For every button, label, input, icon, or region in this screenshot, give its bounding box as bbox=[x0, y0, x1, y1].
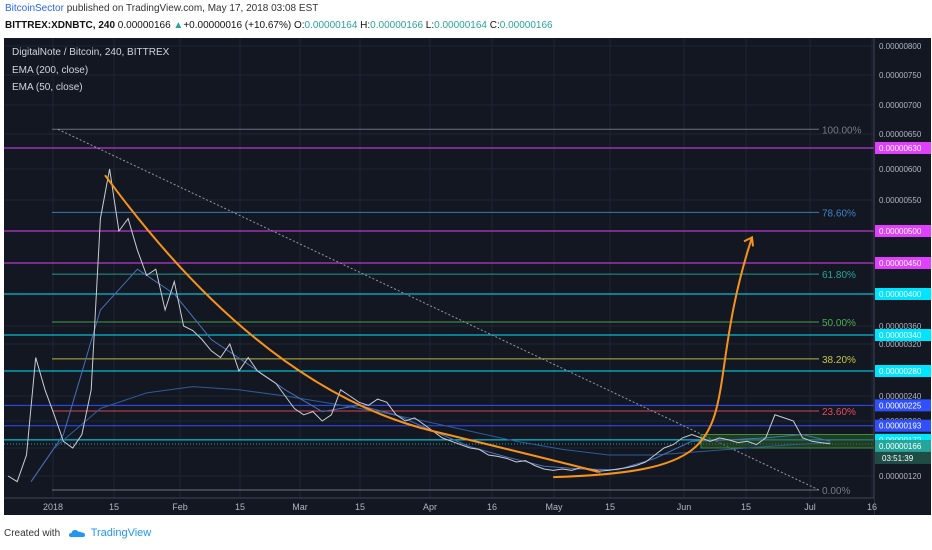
publish-info: BitcoinSector published on TradingView.c… bbox=[5, 3, 318, 14]
x-tick-label: 16 bbox=[487, 502, 497, 512]
level-price-text: 0.00000225 bbox=[879, 401, 922, 410]
y-tick-label: 0.00000800 bbox=[879, 42, 922, 51]
chart-legend: DigitalNote / Bitcoin, 240, BITTREX EMA … bbox=[12, 47, 170, 93]
x-tick-label: Jul bbox=[804, 502, 816, 512]
x-tick-label: Apr bbox=[423, 502, 437, 512]
horizontal-levels[interactable] bbox=[4, 147, 874, 445]
y-tick-label: 0.00000550 bbox=[879, 196, 922, 205]
level-price-tag bbox=[875, 225, 931, 237]
level-price-tag bbox=[875, 419, 931, 432]
level-price-tag bbox=[875, 257, 931, 269]
level-price-text: 0.00000630 bbox=[879, 144, 922, 153]
up-arrow-icon: ▲ bbox=[173, 20, 184, 31]
level-price-text: 0.00000340 bbox=[879, 331, 922, 340]
x-tick-label: 15 bbox=[109, 502, 119, 512]
level-price-tag bbox=[875, 142, 931, 154]
created-with-text: Created with bbox=[4, 528, 61, 539]
y-tick-label: 0.00000750 bbox=[879, 71, 922, 80]
x-tick-label: Mar bbox=[292, 502, 308, 512]
close-label: C: bbox=[489, 20, 500, 31]
level-price-labels: 0.00000630 0.00000500 0.00000450 0.00000400… bbox=[875, 142, 931, 464]
open-value: 0.00000164 bbox=[304, 20, 358, 31]
level-price-text: 0.00000400 bbox=[879, 290, 922, 299]
low-label: L: bbox=[425, 20, 435, 31]
fib-level-label: 50.00% bbox=[822, 318, 856, 329]
chart-area[interactable]: 100.00% 78.60% 61.80% 50.00% 38.20% 23.60% 0.0… bbox=[4, 38, 931, 515]
x-tick-label: May bbox=[545, 502, 563, 512]
y-tick-label: 0.00000700 bbox=[879, 101, 922, 110]
high-label: H: bbox=[360, 20, 371, 31]
price-line bbox=[7, 168, 831, 483]
x-tick-label: Jun bbox=[677, 502, 692, 512]
time-axis[interactable] bbox=[4, 498, 874, 515]
author-link[interactable]: BitcoinSector bbox=[5, 3, 64, 14]
y-tick-label: 0.00000360 bbox=[879, 322, 922, 331]
legend-ema-50[interactable]: EMA (50, close) bbox=[12, 82, 83, 93]
ema-200-line bbox=[30, 386, 831, 482]
projection-arrow-icon bbox=[743, 235, 754, 247]
legend-ema-200[interactable]: EMA (200, close) bbox=[12, 65, 88, 76]
symbol-name: BITTREX:XDNBTC, 240 bbox=[5, 20, 116, 31]
level-price-text: 0.00000450 bbox=[879, 259, 922, 268]
x-tick-label: Feb bbox=[172, 502, 188, 512]
level-price-tag bbox=[875, 329, 931, 341]
descending-trendline[interactable] bbox=[57, 128, 820, 491]
level-price-tag bbox=[875, 365, 931, 377]
low-value: 0.00000164 bbox=[434, 20, 487, 31]
open-label: O: bbox=[293, 20, 305, 31]
legend-title: DigitalNote / Bitcoin, 240, BITTREX bbox=[12, 47, 170, 58]
fib-level-label: 100.00% bbox=[822, 125, 862, 136]
fibonacci-retracement[interactable]: 100.00% 78.60% 61.80% 50.00% 38.20% 23.60% 0.0… bbox=[52, 125, 862, 497]
fib-level-label: 23.60% bbox=[822, 407, 856, 418]
tradingview-link[interactable]: TradingView bbox=[90, 527, 152, 539]
time-axis-labels: 2018 15 Feb 15 Mar 15 Apr 16 May 15 Jun 15 Jul 16 bbox=[43, 502, 877, 512]
y-tick-label: 0.00000120 bbox=[879, 472, 922, 481]
fib-level-label: 0.00% bbox=[822, 486, 850, 497]
y-tick-label: 0.00000650 bbox=[879, 130, 922, 139]
fib-level-label: 38.20% bbox=[822, 355, 856, 366]
fib-level-label: 78.60% bbox=[822, 208, 856, 219]
y-tick-label: 0.00000240 bbox=[879, 392, 922, 401]
countdown-text: 03:51:39 bbox=[882, 454, 914, 463]
price-chart[interactable]: 100.00% 78.60% 61.80% 50.00% 38.20% 23.60% 0.0… bbox=[4, 38, 931, 515]
fib-level-label: 61.80% bbox=[822, 270, 856, 281]
x-tick-label: 2018 bbox=[43, 502, 63, 512]
tradingview-cloud-icon bbox=[68, 530, 85, 538]
last-price: 0.00000166 bbox=[117, 20, 171, 31]
close-value: 0.00000166 bbox=[499, 20, 553, 31]
symbol-ohlc-row: BITTREX:XDNBTC, 240 0.00000166 ▲+0.00000… bbox=[5, 20, 553, 31]
high-value: 0.00000166 bbox=[370, 20, 424, 31]
projected-uptrend-curve[interactable] bbox=[553, 237, 753, 479]
level-price-tag bbox=[875, 288, 931, 300]
published-text: published on TradingView.com, May 17, 20… bbox=[66, 3, 319, 14]
x-tick-label: 15 bbox=[235, 502, 245, 512]
countdown-tag bbox=[875, 451, 931, 464]
x-tick-label: 15 bbox=[605, 502, 615, 512]
x-tick-label: 15 bbox=[355, 502, 365, 512]
y-tick-label: 0.00000320 bbox=[879, 340, 922, 349]
x-tick-label: 16 bbox=[867, 502, 877, 512]
current-price-tag bbox=[875, 439, 931, 452]
downtrend-curve[interactable] bbox=[104, 174, 601, 474]
y-tick-label: 0.00000600 bbox=[879, 165, 922, 174]
price-change: +0.00000016 (+10.67%) bbox=[183, 20, 292, 31]
level-price-text: 0.00000280 bbox=[879, 367, 922, 376]
footer: Created with TradingView bbox=[4, 527, 151, 539]
level-price-text: 0.00000193 bbox=[879, 422, 922, 431]
level-price-text: 0.00000500 bbox=[879, 227, 922, 236]
x-tick-label: 15 bbox=[741, 502, 751, 512]
level-price-tag bbox=[875, 399, 931, 412]
current-price-text: 0.00000166 bbox=[879, 442, 922, 451]
